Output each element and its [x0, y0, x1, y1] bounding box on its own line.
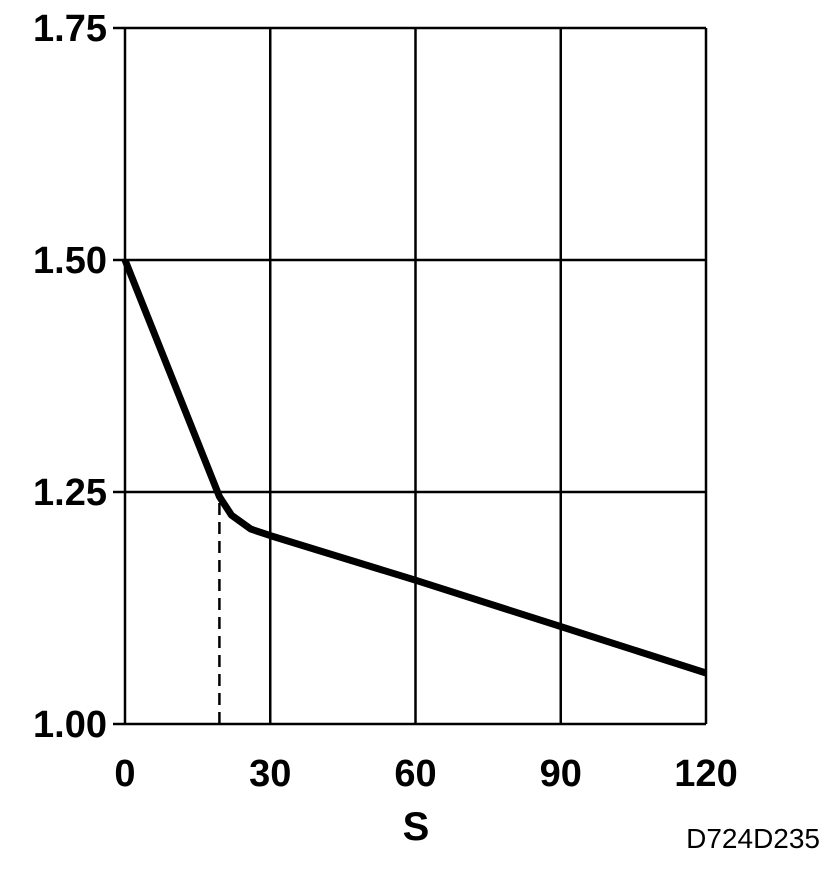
series-lines — [121, 258, 708, 677]
y-tick-label: 1.25 — [33, 472, 107, 514]
x-axis-title: S — [403, 805, 430, 849]
series-line-0 — [121, 258, 708, 677]
grid-lines — [113, 26, 708, 726]
x-tick-label: 90 — [540, 753, 582, 795]
x-tick-labels: 0 30 60 90 120 — [114, 753, 737, 795]
y-tick-labels: 1.00 1.25 1.50 1.75 — [33, 8, 107, 746]
y-tick-label: 1.50 — [33, 240, 107, 282]
figure-id: D724D235 — [686, 823, 820, 854]
x-tick-label: 0 — [114, 753, 135, 795]
x-tick-label: 120 — [674, 753, 737, 795]
y-tick-label: 1.00 — [33, 704, 107, 746]
x-tick-label: 60 — [394, 753, 436, 795]
y-tick-label: 1.75 — [33, 8, 107, 50]
x-tick-label: 30 — [249, 753, 291, 795]
